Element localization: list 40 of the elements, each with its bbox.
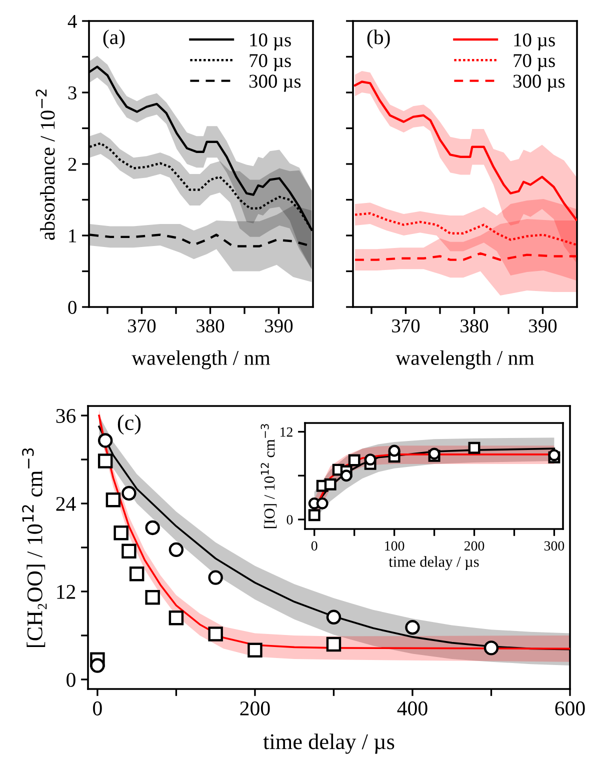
annotation: (a) xyxy=(103,30,125,48)
y-tick-label: 3 xyxy=(68,86,76,100)
x-axis-title: time delay / µs xyxy=(263,734,394,754)
x-tick-label: 390 xyxy=(265,319,293,332)
annotation: (b) xyxy=(367,30,390,48)
legend-label: 300 µs xyxy=(513,74,565,92)
x-axis-title: wavelength / nm xyxy=(132,350,270,370)
x-tick-label: 100 xyxy=(385,541,404,551)
y-tick-label: 24 xyxy=(56,496,76,511)
x-tick-label: 200 xyxy=(464,541,484,551)
y-axis-title: [IO] / 10$^{12}$ cm$^{−3}$ xyxy=(260,424,277,528)
y-tick-label: 0 xyxy=(66,672,76,687)
legend-label: 70 µs xyxy=(514,54,555,72)
x-tick-label: 200 xyxy=(240,701,270,716)
x-tick-label: 390 xyxy=(529,319,557,332)
x-tick-label: 370 xyxy=(128,319,156,332)
y-tick-label: 36 xyxy=(56,408,76,423)
x-tick-label: 380 xyxy=(196,319,224,332)
x-axis-title: wavelength / nm xyxy=(396,350,534,370)
x-tick-label: 600 xyxy=(555,701,585,716)
legend-label: 10 µs xyxy=(250,33,291,50)
legend-label: 70 µs xyxy=(250,54,291,72)
y-tick-label: 12 xyxy=(57,584,76,599)
y-axis-title: [CH₂OO] / 10$^{12}$ cm$^{−3}$ xyxy=(22,448,47,647)
x-tick-label: 370 xyxy=(392,319,420,332)
y-tick-label: 2 xyxy=(68,158,76,171)
x-tick-label: 380 xyxy=(460,319,488,332)
y-tick-label: 4 xyxy=(68,14,77,28)
legend-label: 10 µs xyxy=(514,33,555,50)
x-axis-title: time delay / µs xyxy=(388,556,479,570)
x-tick-label: 300 xyxy=(544,541,564,551)
y-axis-title: absorbance / 10$^{−2}$ xyxy=(36,90,55,240)
x-tick-label: 0 xyxy=(311,541,318,551)
legend-label: 300 µs xyxy=(249,74,301,92)
annotation: (c) xyxy=(118,414,141,435)
y-tick-label: 0 xyxy=(68,300,76,314)
x-tick-label: 400 xyxy=(397,701,428,716)
x-tick-label: 0 xyxy=(93,701,102,716)
y-tick-label: 12 xyxy=(280,427,292,437)
y-tick-label: 1 xyxy=(69,229,76,242)
